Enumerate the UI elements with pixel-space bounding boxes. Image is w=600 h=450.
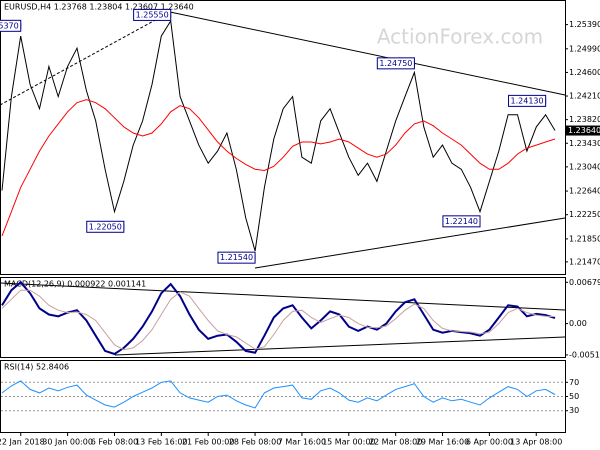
series-line xyxy=(1,19,556,252)
y-tick-label: 1.21470 xyxy=(569,257,600,266)
y-tick-label: 1.24990 xyxy=(569,44,600,53)
annotation-label: 1.25550 xyxy=(136,10,169,19)
current-price-label: 1.23640 xyxy=(568,126,600,135)
x-tick-label: 15 Mar 00:00 xyxy=(322,438,375,447)
y-tick-label: 50 xyxy=(569,392,579,401)
x-tick-label: 7 Mar 16:00 xyxy=(278,438,326,447)
y-tick-label: 1.22250 xyxy=(569,210,600,219)
annotation-box xyxy=(508,94,547,107)
annotation-box xyxy=(376,57,415,70)
x-tick-label: 29 Mar 16:00 xyxy=(416,438,469,447)
x-tick-label: 6 Apr 00:00 xyxy=(466,438,513,447)
watermark: ActionForex.com xyxy=(377,25,543,49)
y-tick-label: 0.006792 xyxy=(569,278,600,287)
macd-panel xyxy=(0,277,566,358)
y-tick-label: 0.00 xyxy=(569,319,587,328)
trend-line xyxy=(0,11,171,106)
annotation-label: 1.24130 xyxy=(511,96,544,105)
y-tick-label: 1.23040 xyxy=(569,162,600,171)
y-tick-label: 70 xyxy=(569,378,579,387)
trend-line xyxy=(169,11,566,96)
chart-title: EURUSD,H4 1.23768 1.23804 1.23607 1.2364… xyxy=(4,3,194,12)
trend-line xyxy=(0,282,566,311)
series-line xyxy=(1,99,556,237)
y-tick-label: 1.25390 xyxy=(569,20,600,29)
x-tick-label: 28 Feb 08:00 xyxy=(229,438,281,447)
annotation-label: 1.22050 xyxy=(89,222,122,231)
annotation-label: 1.22140 xyxy=(445,217,478,226)
y-tick-label: 1.22640 xyxy=(569,187,600,196)
x-tick-label: 21 Feb 00:00 xyxy=(182,438,234,447)
annotation-box xyxy=(442,215,481,228)
y-tick-label: 30 xyxy=(569,406,579,415)
panel-title: RSI(14) 52.8406 xyxy=(4,363,69,372)
x-tick-label: 13 Apr 08:00 xyxy=(510,438,562,447)
y-tick-label: 1.24210 xyxy=(569,92,600,101)
series-line xyxy=(1,380,556,409)
current-price-box xyxy=(566,125,600,136)
x-tick-label: 22 Jan 2018 xyxy=(0,438,45,447)
y-tick-label: 1.23820 xyxy=(569,115,600,124)
trend-line xyxy=(114,336,566,356)
x-tick-label: 6 Feb 08:00 xyxy=(91,438,138,447)
panel-title: MACD(12,26,9) 0.000922 0.001141 xyxy=(4,280,146,289)
y-tick-label: 1.24600 xyxy=(569,68,600,77)
annotation-box xyxy=(133,8,172,21)
y-tick-label: 1.23430 xyxy=(569,139,600,148)
series-line xyxy=(1,289,556,351)
annotation-box xyxy=(0,19,22,32)
annotation-box xyxy=(86,220,125,233)
trend-line xyxy=(254,217,566,269)
x-tick-label: 22 Mar 08:00 xyxy=(369,438,422,447)
series-line xyxy=(1,280,556,356)
annotation-label: 1.25370 xyxy=(0,21,19,30)
x-tick-label: 13 Feb 16:00 xyxy=(135,438,187,447)
y-tick-label: 1.21850 xyxy=(569,234,600,243)
y-tick-label: -0.005157 xyxy=(569,350,600,359)
annotation-label: 1.24750 xyxy=(379,59,412,68)
x-tick-label: 30 Jan 00:00 xyxy=(42,438,93,447)
annotation-label: 1.21540 xyxy=(220,253,253,262)
annotation-box xyxy=(217,251,256,264)
price-panel xyxy=(0,0,566,275)
